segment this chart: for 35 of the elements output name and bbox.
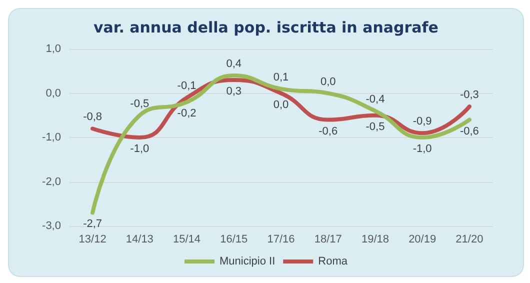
legend-label: Municipio II (220, 256, 276, 268)
x-tick-label: 13/12 (78, 234, 106, 246)
data-label: -0,4 (366, 93, 385, 106)
x-tick-label: 21/20 (456, 234, 484, 246)
y-tick-label: -2,0 (42, 176, 61, 188)
data-label: 0,4 (226, 58, 242, 70)
data-label: -0,6 (318, 125, 338, 138)
x-tick-label: 19/18 (361, 234, 389, 246)
data-label: -0,2 (177, 108, 196, 120)
data-label: 0,0 (320, 76, 336, 88)
data-label: 0,0 (273, 98, 289, 111)
y-tick-label: -3,0 (42, 220, 61, 232)
x-tick-label: 15/14 (173, 234, 201, 246)
y-tick-label: -1,0 (42, 132, 61, 144)
legend-label: Roma (318, 256, 348, 268)
data-label: -2,7 (83, 218, 102, 230)
y-tick-label: 1,0 (46, 43, 61, 55)
data-label: -0,9 (412, 116, 432, 128)
x-tick-label: 17/16 (267, 234, 295, 246)
data-label: 0,1 (273, 71, 289, 84)
data-label: -1,0 (412, 143, 432, 155)
y-tick-label: 0,0 (46, 87, 61, 100)
data-label: 0,3 (226, 85, 242, 98)
x-tick-label: 16/15 (220, 234, 248, 246)
data-label: -0,5 (130, 98, 150, 110)
data-label: -0,6 (460, 125, 479, 138)
data-label: -0,8 (83, 111, 102, 124)
x-tick-label: 20/19 (408, 234, 436, 246)
data-label: -0,5 (366, 120, 385, 133)
data-label: -1,0 (130, 143, 150, 155)
x-tick-label: 14/13 (126, 234, 154, 246)
x-tick-label: 18/17 (314, 234, 342, 246)
data-label: -0,3 (460, 89, 479, 102)
chart-title: var. annua della pop. iscritta in anagrafe (94, 18, 438, 36)
data-label: -0,1 (177, 80, 196, 92)
